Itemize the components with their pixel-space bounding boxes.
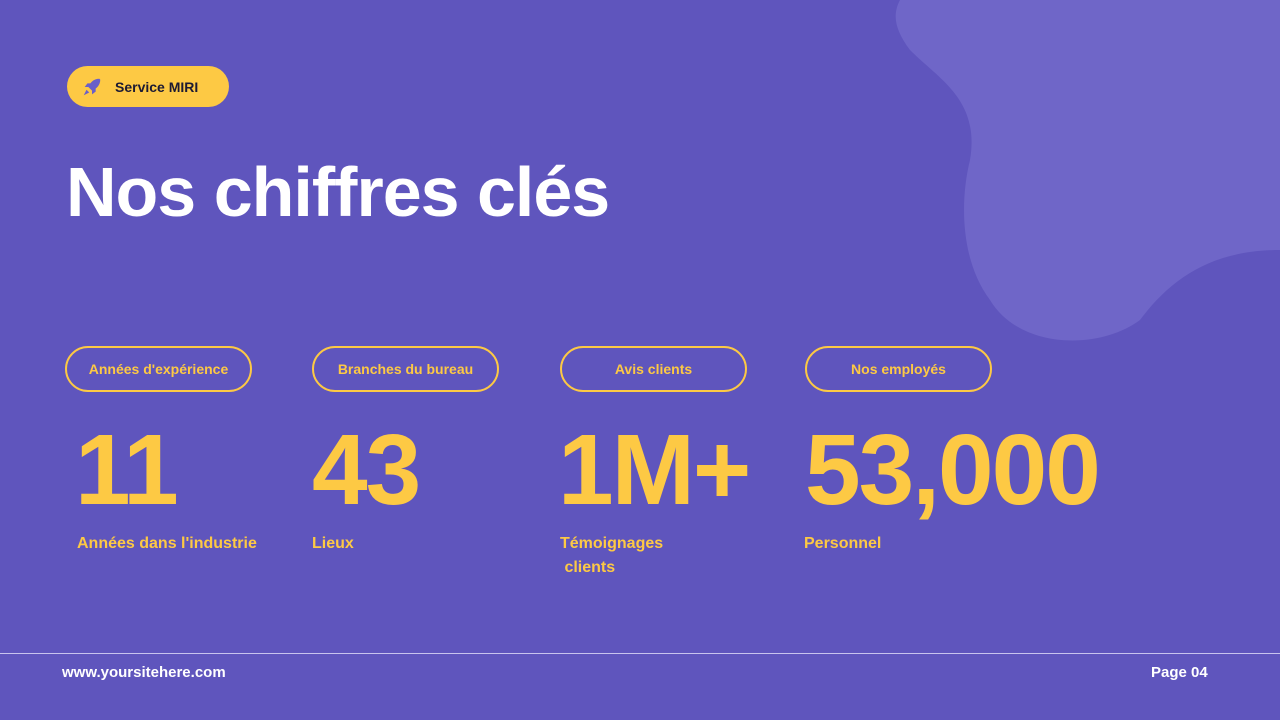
stat-label-reviews: Témoignages clients bbox=[560, 535, 664, 576]
pill-employees: Nos employés bbox=[805, 346, 992, 392]
stat-label-years: Années dans l'industrie bbox=[77, 535, 257, 552]
pill-reviews: Avis clients bbox=[560, 346, 747, 392]
stat-value-reviews: 1M+ bbox=[558, 414, 751, 526]
service-badge: Service MIRI bbox=[67, 66, 229, 107]
stat-value-years: 11 bbox=[75, 414, 179, 526]
pill-experience: Années d'expérience bbox=[65, 346, 252, 392]
badge-label: Service MIRI bbox=[115, 78, 199, 95]
footer-website: www.yoursitehere.com bbox=[62, 664, 226, 681]
pill-branches: Branches du bureau bbox=[312, 346, 499, 392]
footer-divider bbox=[0, 653, 1280, 654]
rocket-icon bbox=[83, 78, 101, 95]
stat-value-staff: 53,000 bbox=[805, 414, 1101, 526]
stat-value-locations: 43 bbox=[312, 414, 421, 526]
page-number: Page 04 bbox=[1151, 664, 1208, 681]
stat-label-staff: Personnel bbox=[804, 535, 882, 552]
page-title: Nos chiffres clés bbox=[66, 153, 610, 231]
stat-label-locations: Lieux bbox=[312, 535, 354, 552]
